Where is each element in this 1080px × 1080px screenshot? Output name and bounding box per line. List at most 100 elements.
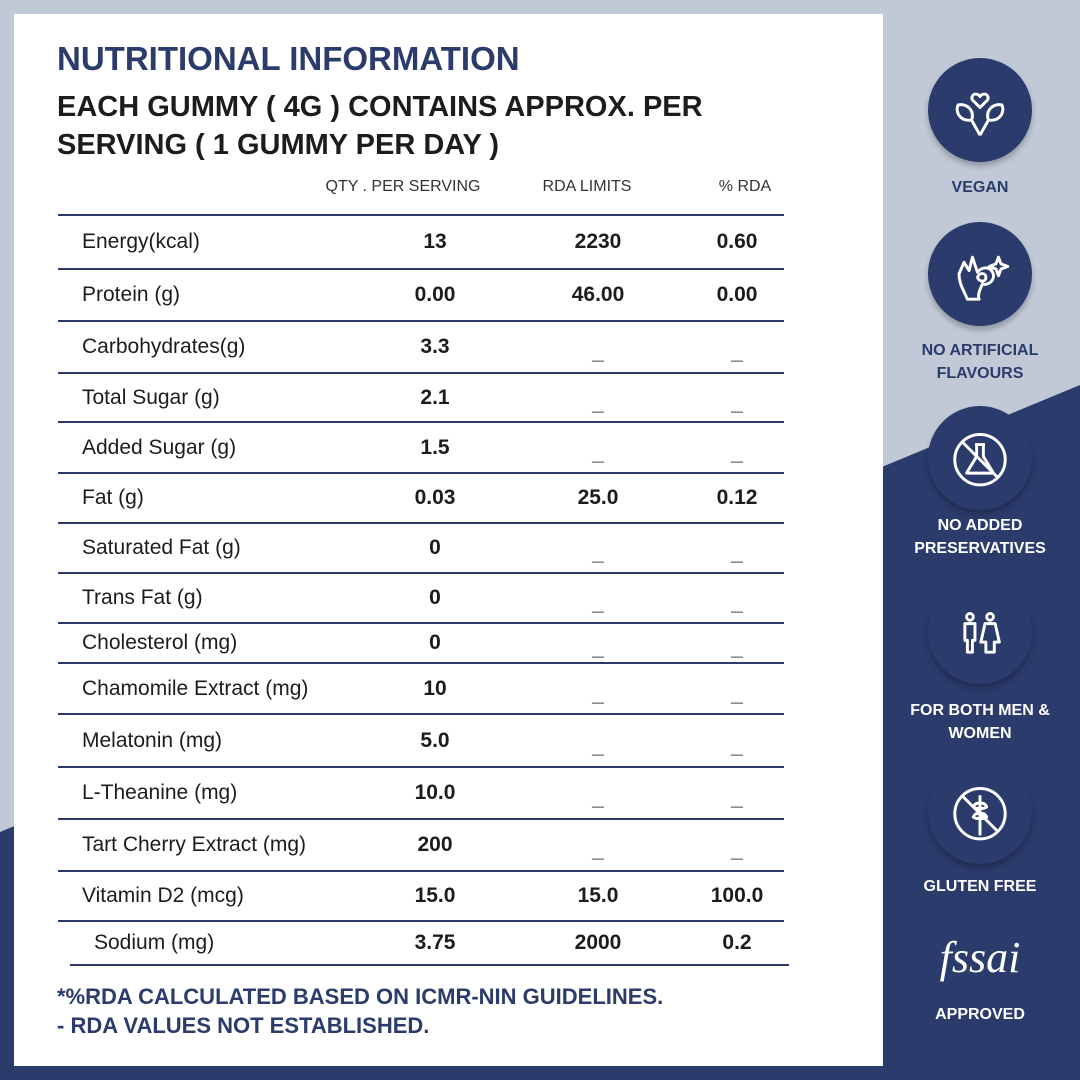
- cell-name: Added Sugar (g): [82, 435, 237, 459]
- cell-rda: _: [592, 441, 604, 465]
- man-woman-icon: [963, 612, 1001, 654]
- cell-qty: 1.5: [420, 435, 450, 459]
- badge-circle: [928, 580, 1032, 684]
- cell-pct: _: [731, 542, 743, 565]
- cell-rda: _: [592, 341, 604, 364]
- table-row: Cholesterol (mg) 0 _ _: [58, 624, 784, 664]
- column-header-rda: RDA LIMITS: [542, 178, 632, 195]
- badge-circle: [928, 760, 1032, 864]
- cell-pct: _: [731, 341, 743, 364]
- ok-hand-sparkle-icon: [957, 255, 1010, 301]
- cell-qty: 200: [417, 833, 453, 856]
- badge-label: FOR BOTH MEN & WOMEN: [910, 702, 1050, 742]
- cell-rda: 2000: [574, 931, 622, 954]
- page-title: NUTRITIONAL INFORMATION: [57, 40, 520, 77]
- cell-rda: _: [592, 734, 604, 758]
- table-row: Protein (g) 0.00 46.00 0.00: [58, 270, 784, 322]
- footnote-not-established: - RDA VALUES NOT ESTABLISHED.: [57, 1013, 430, 1038]
- cell-name: Chamomile Extract (mg): [82, 676, 309, 700]
- cell-rda: _: [592, 787, 604, 810]
- cell-qty: 2.1: [420, 385, 450, 409]
- cell-name: Protein (g): [82, 283, 181, 306]
- cell-pct: 0.12: [716, 486, 758, 509]
- table-row: Energy(kcal) 13 2230 0.60: [58, 216, 784, 270]
- column-header-pct: % RDA: [718, 178, 772, 195]
- table-row: Sodium (mg) 3.75 2000 0.2: [70, 922, 789, 966]
- cell-qty: 13: [423, 230, 447, 253]
- table-top-rule: [58, 214, 784, 216]
- cell-name: Fat (g): [82, 486, 144, 509]
- table-row: L-Theanine (mg) 10.0 _ _: [58, 768, 784, 820]
- cell-rda: _: [592, 839, 604, 862]
- cell-name: Carbohydrates(g): [82, 335, 246, 358]
- cell-rda: 2230: [574, 230, 622, 253]
- table-row: Vitamin D2 (mcg) 15.0 15.0 100.0: [58, 872, 784, 922]
- cell-pct: _: [731, 682, 743, 706]
- nutrition-panel: [14, 14, 883, 1066]
- badge-label: GLUTEN FREE: [923, 878, 1037, 895]
- cell-name: Cholesterol (mg): [82, 631, 238, 654]
- table-row: Added Sugar (g) 1.5 _ _: [58, 423, 784, 474]
- no-wheat-icon: [953, 787, 1007, 841]
- table-row: Tart Cherry Extract (mg) 200 _ _: [58, 820, 784, 872]
- cell-rda: 25.0: [577, 486, 619, 509]
- cell-pct: 0.60: [716, 230, 758, 253]
- cell-rda: _: [592, 682, 604, 706]
- cell-qty: 3.3: [420, 335, 450, 358]
- cell-qty: 3.75: [414, 931, 456, 954]
- cell-qty: 10: [423, 676, 447, 700]
- table-row: Melatonin (mg) 5.0 _ _: [58, 715, 784, 768]
- table-row: Chamomile Extract (mg) 10 _ _: [58, 664, 784, 715]
- cell-qty: 0: [429, 631, 441, 654]
- cell-pct: _: [731, 441, 743, 465]
- column-header-qty: QTY . PER SERVING: [325, 178, 481, 195]
- cell-qty: 0.03: [414, 486, 456, 509]
- cell-name: Tart Cherry Extract (mg): [82, 833, 307, 856]
- table-row: Fat (g) 0.03 25.0 0.12: [58, 474, 784, 524]
- table-row: Saturated Fat (g) 0 _ _: [58, 524, 784, 574]
- cell-name: Melatonin (mg): [82, 728, 223, 752]
- cell-rda: _: [592, 592, 604, 615]
- cell-rda: 15.0: [577, 884, 619, 907]
- cell-rda: _: [592, 391, 604, 415]
- cell-pct: 0.2: [722, 931, 752, 954]
- cell-name: Energy(kcal): [82, 230, 200, 253]
- table-row: Total Sugar (g) 2.1 _ _: [58, 374, 784, 423]
- cell-name: Total Sugar (g): [82, 385, 220, 409]
- cell-qty: 15.0: [414, 884, 456, 907]
- cell-pct: 100.0: [710, 884, 764, 907]
- cell-pct: _: [731, 734, 743, 758]
- cell-name: Vitamin D2 (mcg): [82, 884, 244, 907]
- vegan-leaf-heart-icon: [955, 92, 1005, 136]
- badge-circle: [928, 406, 1032, 510]
- cell-qty: 0: [429, 586, 441, 609]
- footnote-rda: *%RDA CALCULATED BASED ON ICMR-NIN GUIDE…: [57, 984, 664, 1009]
- cell-pct: 0.00: [716, 283, 758, 306]
- cell-pct: _: [731, 637, 743, 660]
- fssai-approved-label: APPROVED: [935, 1006, 1025, 1023]
- fssai-logo: fssai: [939, 933, 1021, 982]
- cell-qty: 5.0: [420, 728, 450, 752]
- cell-qty: 0: [429, 536, 441, 559]
- cell-qty: 10.0: [414, 781, 456, 804]
- cell-pct: _: [731, 592, 743, 615]
- badge-label: NO ARTIFICIAL FLAVOURS: [921, 342, 1039, 382]
- cell-rda: _: [592, 637, 604, 660]
- cell-name: Saturated Fat (g): [82, 536, 241, 559]
- cell-name: L-Theanine (mg): [82, 781, 238, 804]
- table-row: Trans Fat (g) 0 _ _: [58, 574, 784, 624]
- cell-rda: _: [592, 542, 604, 565]
- cell-name: Trans Fat (g): [82, 586, 203, 609]
- cell-rda: 46.00: [571, 283, 625, 306]
- cell-pct: _: [731, 839, 743, 862]
- badge-circle: [928, 58, 1032, 162]
- badge-circle: [928, 222, 1032, 326]
- cell-name: Sodium (mg): [94, 931, 215, 954]
- page-subtitle: EACH GUMMY ( 4G ) CONTAINS APPROX. PER S…: [57, 91, 703, 161]
- badge-label: VEGAN: [951, 179, 1009, 196]
- cell-pct: _: [731, 787, 743, 810]
- cell-pct: _: [731, 391, 743, 415]
- cell-qty: 0.00: [414, 283, 456, 306]
- table-row: Carbohydrates(g) 3.3 _ _: [58, 322, 784, 374]
- no-flask-icon: [953, 433, 1007, 487]
